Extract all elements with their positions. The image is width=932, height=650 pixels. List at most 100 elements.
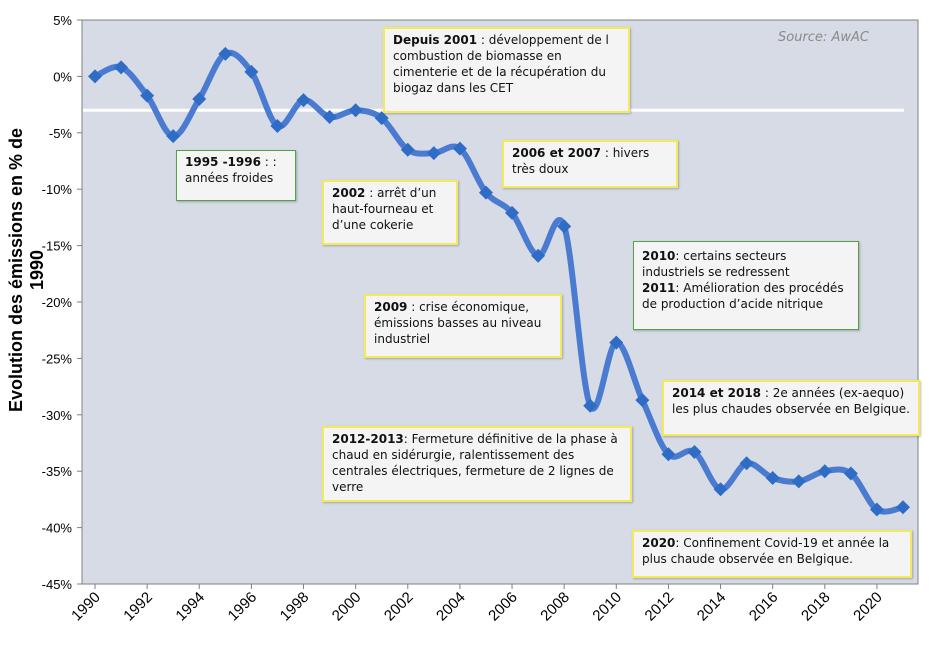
- annotation-2020: 2020: Confinement Covid-19 et année la p…: [632, 530, 912, 578]
- annotation-line: : Fermeture définitive de la phase à: [403, 432, 618, 446]
- y-axis-title: Evolution des émissions en % de 1990: [6, 127, 47, 413]
- data-point: [739, 456, 754, 471]
- annotation-line: : crise économique,: [407, 300, 530, 314]
- x-tick-label: 2016: [746, 589, 782, 625]
- data-point: [765, 470, 780, 485]
- data-point: [270, 119, 285, 134]
- annotation-bold: Depuis 2001: [393, 33, 478, 47]
- x-tick-label: 2002: [381, 589, 417, 625]
- data-point: [661, 447, 676, 462]
- annotation-line: d’une cokerie: [332, 218, 414, 232]
- data-point: [400, 142, 415, 157]
- data-point: [843, 466, 858, 481]
- annotation-bold: 2020: [642, 536, 676, 550]
- x-tick-label: 1996: [225, 589, 261, 625]
- x-tick-label: 2004: [433, 589, 469, 625]
- y-tick-label: -30%: [42, 408, 73, 423]
- x-tick-label: 2012: [642, 589, 678, 625]
- y-axis: 5% 0% -5% -10% -15% -20% -25% -30% -35% -40% -45%: [42, 13, 82, 592]
- data-point: [140, 88, 155, 103]
- y-tick-label: -45%: [42, 577, 73, 592]
- annotation-2002: 2002 : arrêt d’un haut-fourneau et d’une…: [322, 180, 458, 245]
- y-tick-label: -10%: [42, 182, 73, 197]
- y-tick-label: -20%: [42, 295, 73, 310]
- annotation-bold: 2012-2013: [332, 432, 404, 446]
- data-point: [192, 91, 207, 106]
- x-tick-label: 2010: [589, 589, 625, 625]
- annotation-2014-2018: 2014 et 2018 : 2e années (ex-aequo) les …: [662, 380, 920, 436]
- data-point: [609, 335, 624, 350]
- data-point: [478, 185, 493, 200]
- annotation-line: : développement de l: [477, 33, 609, 47]
- data-point: [869, 502, 884, 517]
- annotation-line: combustion de biomasse en: [393, 49, 562, 63]
- annotation-bold: 2006 et 2007: [512, 146, 602, 160]
- annotation-line: années froides: [185, 171, 274, 185]
- annotation-bold: 2010: [642, 249, 676, 263]
- data-point: [687, 445, 702, 460]
- x-tick-label: 1992: [120, 589, 156, 625]
- data-point: [114, 60, 129, 75]
- data-point: [244, 64, 259, 79]
- annotation-2009: 2009 : crise économique, émissions basse…: [364, 294, 562, 358]
- x-axis: 1990 1992 1994 1996 1998 2000 2002 2004 2006 2008…: [68, 584, 886, 624]
- data-point: [713, 482, 728, 497]
- data-points: [88, 46, 910, 517]
- x-tick-label: 1994: [172, 589, 208, 625]
- data-point: [531, 248, 546, 263]
- annotation-line: : 2e années (ex-aequo): [761, 386, 905, 400]
- data-point: [452, 141, 467, 156]
- data-point: [88, 69, 102, 84]
- data-point: [817, 464, 832, 479]
- x-tick-label: 2014: [694, 589, 730, 625]
- annotation-line: émissions basses au niveau: [374, 316, 542, 330]
- x-tick-label: 2000: [329, 589, 365, 625]
- source-label: Source: AwAC: [778, 30, 869, 45]
- annotation-bold: 2014 et 2018: [672, 386, 762, 400]
- x-tick-label: 2008: [537, 589, 573, 625]
- y-tick-label: -40%: [42, 521, 73, 536]
- y-tick-label: -5%: [49, 126, 73, 141]
- annotation-line: industriels se redressent: [642, 265, 790, 279]
- annotation-line: plus chaude observée en Belgique.: [642, 552, 853, 566]
- annotation-line: : hivers: [601, 146, 650, 160]
- annotation-bold: 2002: [332, 186, 366, 200]
- data-point: [791, 474, 806, 489]
- annotation-line: les plus chaudes observée en Belgique.: [672, 402, 910, 416]
- annotation-bold: 2011: [642, 281, 676, 295]
- y-tick-label: -15%: [42, 239, 73, 254]
- data-point: [348, 103, 363, 118]
- annotation-line: chaud en sidérurgie, ralentissement des: [332, 448, 575, 462]
- data-point: [426, 146, 441, 161]
- data-point: [374, 111, 389, 126]
- annotation-line: haut-fourneau et: [332, 202, 434, 216]
- annotation-1995-1996: 1995 -1996 : : années froides: [176, 150, 296, 201]
- x-tick-label: 1998: [277, 589, 313, 625]
- annotation-line: : Confinement Covid-19 et année la: [675, 536, 890, 550]
- x-tick-label: 2006: [485, 589, 521, 625]
- y-tick-label: -35%: [42, 464, 73, 479]
- annotation-bold: 2009: [374, 300, 408, 314]
- x-tick-label: 2018: [798, 589, 834, 625]
- annotation-line: centrales électriques, fermeture de 2 li…: [332, 464, 614, 478]
- annotation-line: industriel: [374, 332, 431, 346]
- annotation-line: biogaz dans les CET: [393, 81, 514, 95]
- annotation-2001: Depuis 2001 : développement de l combust…: [383, 27, 630, 113]
- y-tick-label: -25%: [42, 351, 73, 366]
- annotation-2010-2011: 2010: certains secteurs industriels se r…: [633, 241, 859, 330]
- data-point: [635, 393, 650, 408]
- annotation-line: cimenterie et de la récupération du: [393, 65, 606, 79]
- data-point: [296, 93, 311, 108]
- annotation-line: très doux: [512, 162, 569, 176]
- x-tick-label: 2020: [850, 589, 886, 625]
- y-tick-label: 0%: [53, 69, 72, 84]
- annotation-line: : :: [260, 155, 277, 169]
- data-point: [896, 500, 910, 515]
- annotation-line: verre: [332, 480, 364, 494]
- data-point: [218, 46, 233, 61]
- annotation-line: : Amélioration des procédés: [675, 281, 844, 295]
- annotation-line: de production d’acide nitrique: [642, 297, 824, 311]
- data-point: [583, 398, 598, 413]
- x-tick-label: 1990: [68, 589, 104, 625]
- annotation-line: : arrêt d’un: [365, 186, 437, 200]
